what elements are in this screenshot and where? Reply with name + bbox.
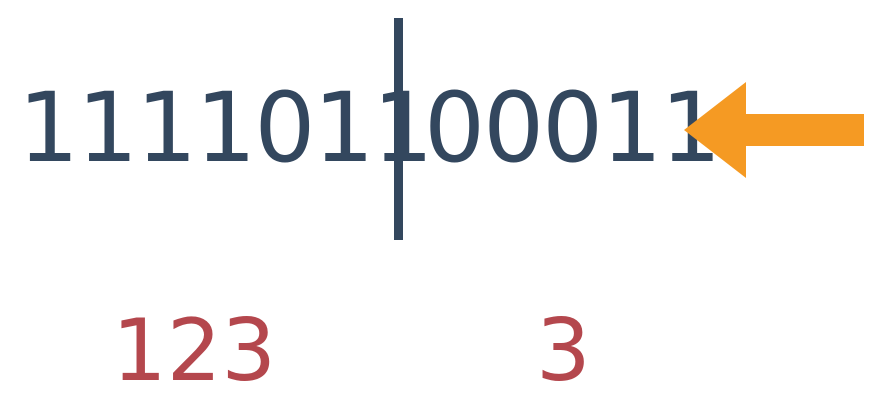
left-decimal-value: 123 (112, 301, 277, 401)
right-decimal-value: 3 (536, 301, 591, 401)
left-arrow-icon (684, 82, 864, 178)
split-divider (394, 18, 403, 240)
left-binary-bits: 1111011 (18, 72, 434, 184)
arrow-shape (684, 82, 864, 178)
right-binary-bits: 00011 (424, 72, 721, 184)
